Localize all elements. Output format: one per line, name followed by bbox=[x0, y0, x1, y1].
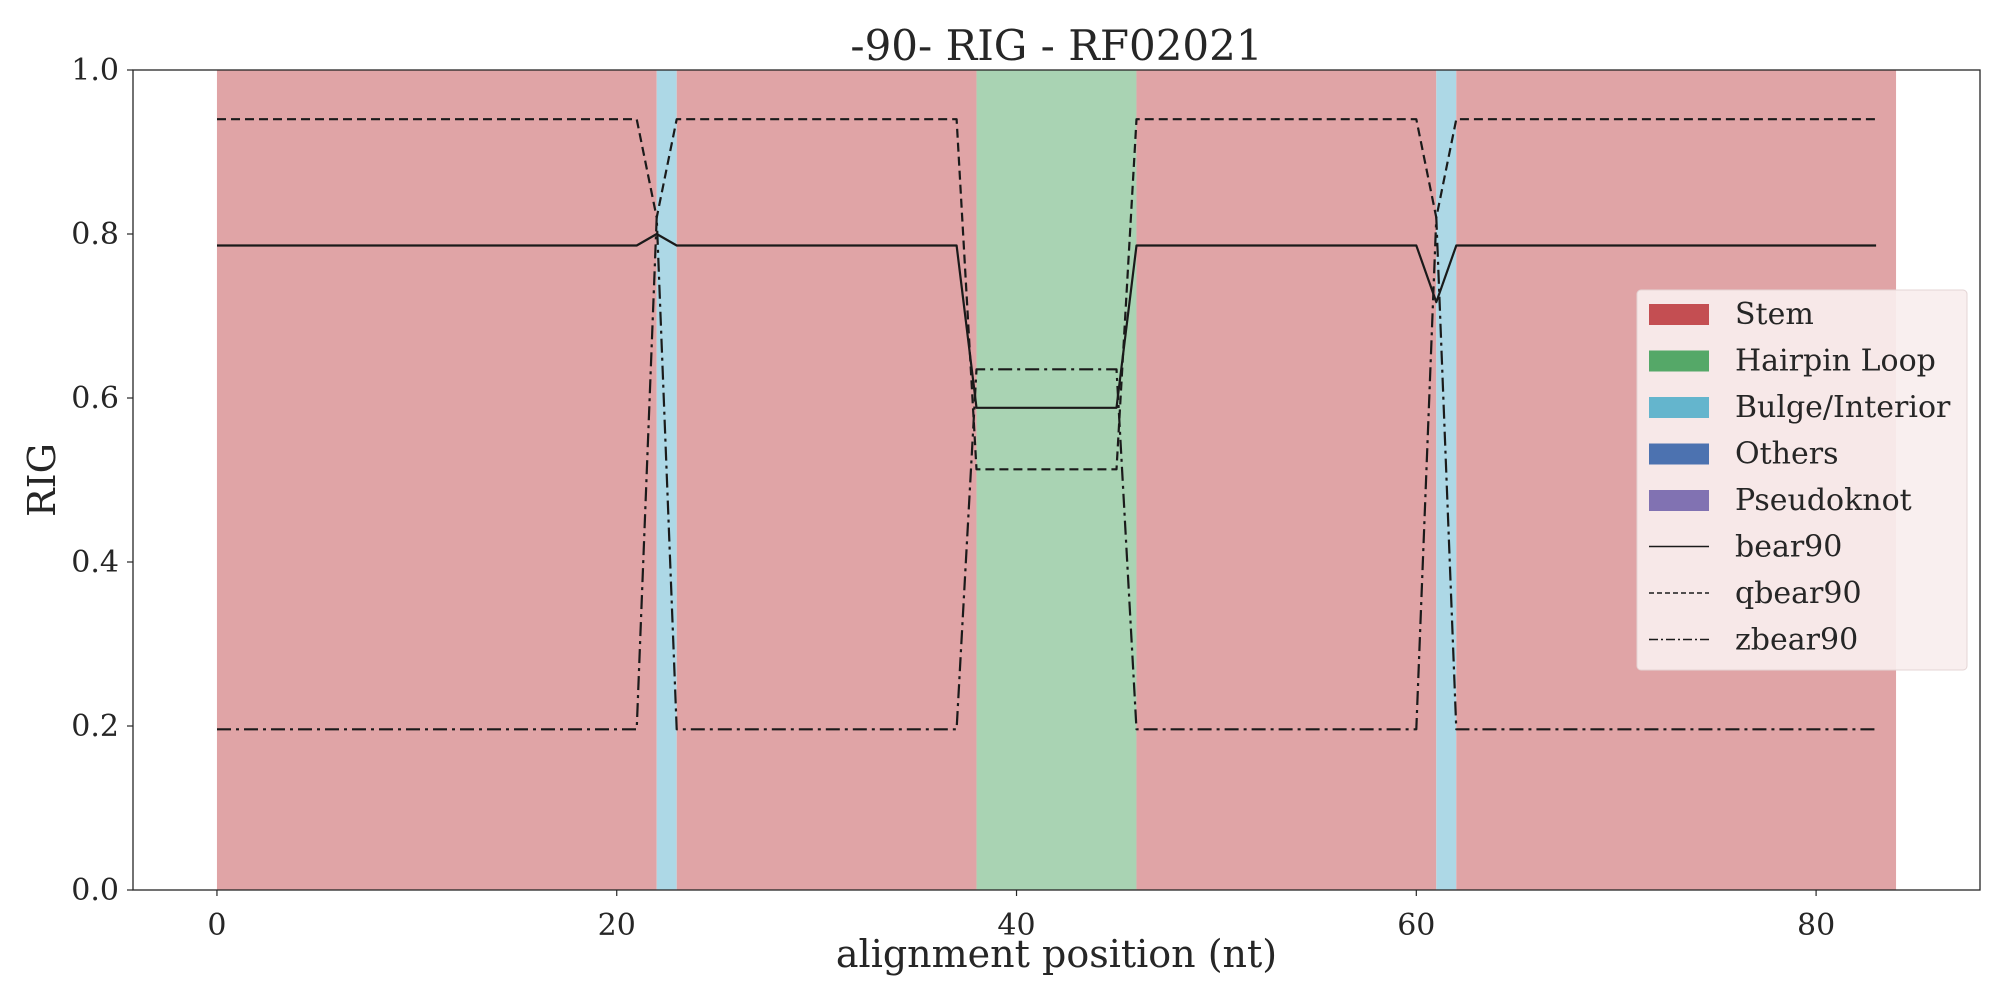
legend: Stem Hairpin Loop Bulge/Interior Others Pseu… bbox=[1636, 289, 1968, 671]
legend-label-qbear90: qbear90 bbox=[1735, 576, 1862, 611]
x-axis-ticks: 0 20 40 60 80 bbox=[207, 890, 1835, 943]
x-tick-label: 0 bbox=[207, 908, 226, 943]
chart-title: -90- RIG - RF02021 bbox=[850, 21, 1262, 70]
legend-swatch-hairpin-loop bbox=[1649, 350, 1709, 372]
series-qbear90-line bbox=[217, 118, 1877, 471]
legend-label-others: Others bbox=[1735, 437, 1838, 472]
series-bear90-line bbox=[217, 232, 1877, 409]
legend-swatch-bulge-interior bbox=[1649, 397, 1709, 418]
series-zbear90-line bbox=[217, 216, 1877, 731]
legend-label-stem: Stem bbox=[1735, 297, 1814, 332]
y-tick-label: 1.0 bbox=[71, 53, 119, 88]
legend-label-bulge-interior: Bulge/Interior bbox=[1735, 390, 1951, 425]
y-tick-label: 0.4 bbox=[71, 545, 119, 580]
legend-swatch-pseudoknot bbox=[1649, 490, 1709, 511]
x-tick-label: 20 bbox=[598, 908, 636, 943]
legend-label-bear90: bear90 bbox=[1735, 530, 1842, 565]
x-tick-label: 60 bbox=[1397, 908, 1435, 943]
legend-label-hairpin-loop: Hairpin Loop bbox=[1735, 344, 1936, 379]
region-stem-2 bbox=[676, 70, 977, 890]
y-axis-label: RIG bbox=[20, 443, 64, 517]
legend-swatch-others bbox=[1649, 443, 1709, 465]
series-lines bbox=[217, 118, 1877, 731]
plot-frame bbox=[132, 69, 1981, 891]
legend-label-zbear90: zbear90 bbox=[1735, 623, 1858, 658]
y-tick-label: 0.6 bbox=[71, 381, 119, 416]
y-tick-label: 0.0 bbox=[71, 873, 119, 908]
y-axis-ticks: 0.0 0.2 0.4 0.6 0.8 1.0 bbox=[71, 53, 133, 908]
legend-label-pseudoknot: Pseudoknot bbox=[1735, 483, 1912, 518]
x-tick-label: 40 bbox=[997, 908, 1035, 943]
legend-swatch-stem bbox=[1649, 304, 1709, 325]
legend-box bbox=[1636, 289, 1968, 671]
region-bands bbox=[216, 70, 1897, 890]
x-tick-label: 80 bbox=[1797, 908, 1835, 943]
y-tick-label: 0.2 bbox=[71, 709, 119, 744]
region-stem-4 bbox=[1136, 70, 1437, 890]
x-axis-label: alignment position (nt) bbox=[836, 932, 1277, 976]
y-tick-label: 0.8 bbox=[71, 217, 119, 252]
region-stem-0 bbox=[216, 70, 657, 890]
region-hairpin-loop-3 bbox=[976, 70, 1137, 890]
